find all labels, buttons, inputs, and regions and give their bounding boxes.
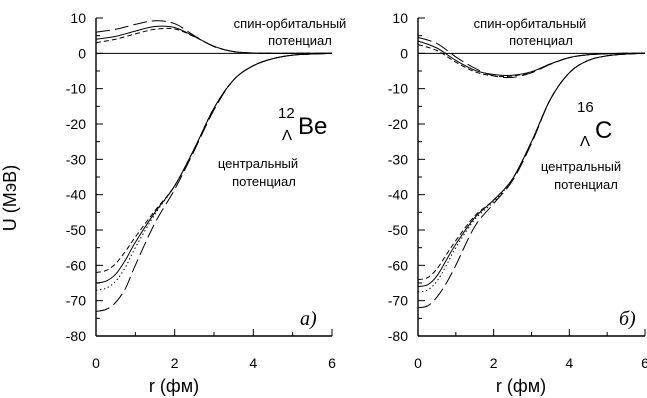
panel-b-central-label-line-1: центральный [541, 159, 621, 174]
y-tick-label: -30 [66, 151, 86, 167]
y-tick-label: 0 [400, 45, 408, 61]
y-tick-label: -20 [388, 116, 408, 132]
panel-a-curves [95, 20, 333, 312]
central-dotted-curve [417, 52, 646, 293]
panel-b-axes: 10 0 -10 -20 -30 -40 -50 -60 -70 -80 0 2 4 6 [388, 10, 647, 371]
panel-a-nucleus-lambda: Λ [282, 127, 292, 144]
y-tick-label: -20 [66, 116, 86, 132]
panel-a-axes: 10 0 -10 -20 -30 -40 -50 -60 -70 -80 0 2 4 6 [66, 10, 336, 371]
panel-b-nucleus-element: C [595, 117, 612, 144]
panel-b-nucleus-lambda: Λ [580, 133, 590, 150]
y-tick-label: 10 [392, 10, 408, 26]
y-tick-label: -10 [388, 81, 408, 97]
x-tick-label: 0 [92, 355, 100, 371]
panel-a-spin-orbit-label-line-1: спин-орбитальный [234, 16, 347, 31]
y-tick-label: -50 [388, 222, 408, 238]
y-tick-label: -60 [388, 257, 408, 273]
x-tick-label: 4 [565, 355, 573, 371]
y-tick-label: -40 [388, 187, 408, 203]
y-tick-label: -80 [388, 328, 408, 344]
panel-b-central-label-line-2: потенциал [554, 177, 618, 192]
spin-orbit-long-dash-curve [417, 36, 645, 79]
x-tick-label: 4 [249, 355, 257, 371]
y-tick-label: 0 [78, 45, 86, 61]
panel-a-letter: а) [300, 308, 317, 330]
central-dotted-curve [95, 52, 333, 291]
y-tick-label: -40 [66, 187, 86, 203]
x-tick-label: 6 [641, 355, 647, 371]
y-tick-label: -60 [66, 257, 86, 273]
x-tick-label: 0 [414, 355, 422, 371]
panel-a-nucleus-symbol: 12 Λ Be [278, 105, 327, 144]
panel-b-spin-orbit-label-line-1: спин-орбитальный [474, 16, 587, 31]
y-tick-label: 10 [70, 10, 86, 26]
panel-a-nucleus-mass: 12 [278, 105, 295, 122]
y-tick-label: -10 [66, 81, 86, 97]
panel-a-nucleus-element: Be [298, 113, 327, 140]
y-tick-label: -70 [66, 293, 86, 309]
x-tick-label: 2 [490, 355, 498, 371]
panel-a-spin-orbit-label-line-2: потенциал [268, 33, 332, 48]
panel-b-x-axis-label: r (фм) [496, 376, 546, 396]
panel-b: 10 0 -10 -20 -30 -40 -50 -60 -70 -80 0 2 4 6 спин-орб… [388, 10, 647, 396]
spin-orbit-long-dash-curve [95, 20, 332, 54]
x-tick-label: 2 [171, 355, 179, 371]
y-axis-label: U (МэВ) [0, 165, 20, 231]
panel-b-nucleus-symbol: 16 Λ C [577, 99, 612, 150]
panel-a: 10 0 -10 -20 -30 -40 -50 -60 -70 -80 0 2 4 6 спин-орб… [66, 10, 347, 396]
panel-a-central-label-line-1: центральный [218, 156, 298, 171]
panel-b-curves [417, 36, 646, 309]
y-tick-label: -30 [388, 151, 408, 167]
spin-orbit-short-dash-curve [417, 44, 645, 77]
x-tick-label: 6 [328, 355, 336, 371]
central-long-dash-curve [417, 52, 646, 309]
y-tick-label: -50 [66, 222, 86, 238]
panel-b-letter: б) [619, 308, 636, 330]
panel-a-x-axis-label: r (фм) [149, 376, 199, 396]
panel-b-nucleus-mass: 16 [577, 99, 594, 116]
panel-a-central-label-line-2: потенциал [232, 174, 296, 189]
y-tick-label: -70 [388, 293, 408, 309]
y-tick-label: -80 [66, 328, 86, 344]
panel-b-spin-orbit-label-line-2: потенциал [509, 33, 573, 48]
central-long-dash-curve [95, 52, 333, 312]
